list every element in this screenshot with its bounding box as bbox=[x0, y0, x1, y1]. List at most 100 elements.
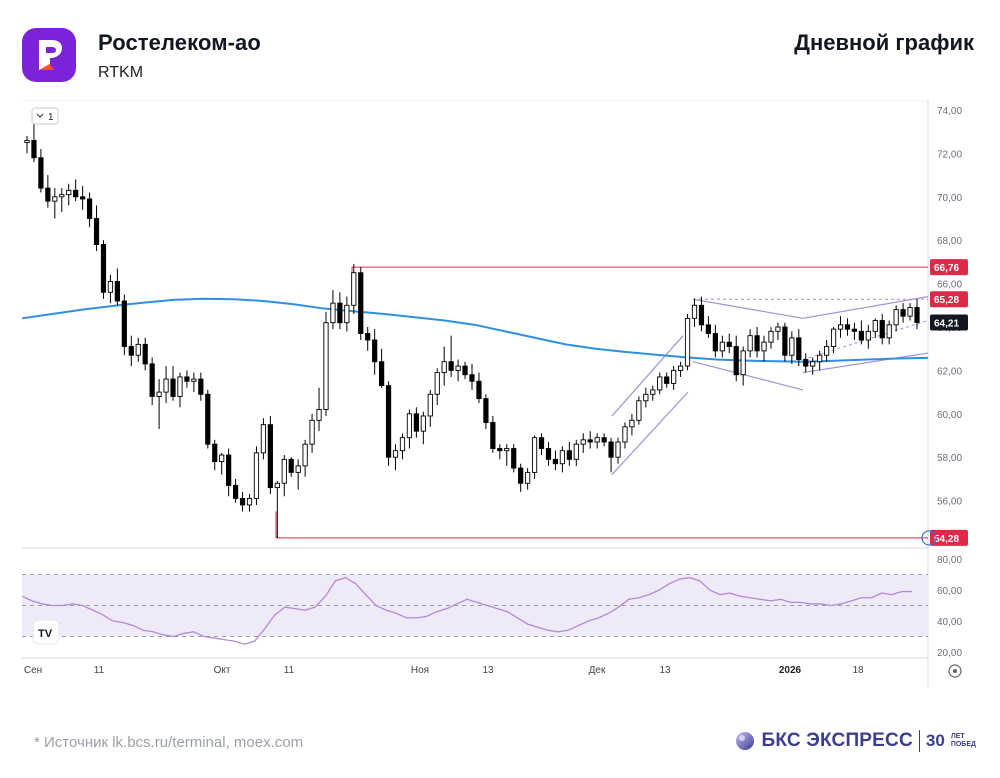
candle-body bbox=[886, 324, 892, 339]
candle-body bbox=[726, 341, 732, 347]
candle-body bbox=[476, 380, 482, 400]
brand-caption-2: ПОБЕД bbox=[950, 741, 976, 748]
candle-body bbox=[518, 467, 524, 484]
y-tick-label: 56,00 bbox=[937, 497, 962, 508]
candle-body bbox=[100, 244, 107, 293]
price-label-box bbox=[930, 314, 968, 331]
y-tick-label: 58,00 bbox=[937, 453, 962, 464]
candle-body bbox=[830, 328, 837, 347]
x-tick-label: Ноя bbox=[411, 665, 429, 676]
rsi-tick-label: 20,00 bbox=[937, 648, 962, 659]
candle-body bbox=[239, 497, 246, 506]
candle-body bbox=[80, 196, 86, 200]
candle-body bbox=[135, 343, 141, 356]
candle-body bbox=[219, 454, 225, 462]
candle-body bbox=[747, 335, 753, 352]
candle-body bbox=[455, 365, 461, 371]
candle-body bbox=[184, 376, 190, 382]
candle-body bbox=[504, 448, 510, 452]
x-tick-label: 2026 bbox=[779, 665, 802, 676]
candle-body bbox=[552, 458, 559, 465]
candle-body bbox=[86, 198, 93, 219]
candle-body bbox=[337, 302, 343, 324]
candle-body bbox=[114, 280, 120, 302]
candle-body bbox=[302, 443, 308, 467]
candle-body bbox=[893, 309, 899, 326]
candle-body bbox=[754, 335, 760, 352]
settings-gear-icon bbox=[948, 664, 962, 678]
candle-body bbox=[24, 139, 30, 144]
brand-divider bbox=[918, 730, 920, 752]
candle-body bbox=[93, 218, 100, 245]
candle-body bbox=[163, 378, 169, 393]
candle-body bbox=[684, 317, 691, 367]
candle-body bbox=[358, 272, 364, 334]
candle-body bbox=[413, 413, 419, 432]
candle-body bbox=[107, 280, 114, 293]
candle-body bbox=[608, 441, 614, 458]
y-tick-label: 72,00 bbox=[937, 149, 962, 160]
candle-body bbox=[907, 307, 913, 317]
chevron-down-icon bbox=[36, 113, 44, 118]
candle-body bbox=[212, 443, 218, 462]
candle-body bbox=[851, 328, 858, 332]
candle-body bbox=[198, 378, 204, 395]
candle-body bbox=[392, 450, 399, 458]
settings-gear-icon-center bbox=[953, 669, 957, 673]
candle-body bbox=[531, 437, 538, 473]
candle-body bbox=[448, 361, 454, 371]
candle-body bbox=[865, 330, 871, 341]
x-tick-label: 13 bbox=[482, 665, 494, 676]
flag-upper bbox=[692, 298, 804, 319]
candle-body bbox=[601, 437, 607, 443]
candle-body bbox=[149, 363, 155, 397]
x-tick-label: Окт bbox=[214, 665, 231, 676]
candle-body bbox=[379, 361, 385, 387]
candle-body bbox=[427, 393, 433, 417]
price-label-box bbox=[930, 529, 968, 546]
candle-body bbox=[406, 413, 413, 439]
candle-body bbox=[559, 450, 565, 465]
candle-body bbox=[705, 324, 712, 334]
candle-body bbox=[128, 346, 134, 356]
y-tick-label: 70,00 bbox=[937, 193, 962, 204]
x-tick-label: 18 bbox=[852, 665, 864, 676]
candle-body bbox=[38, 157, 44, 189]
candle-body bbox=[691, 304, 698, 319]
bcs-logo-icon bbox=[736, 732, 755, 750]
candle-body bbox=[365, 333, 371, 341]
candle-body bbox=[483, 398, 489, 423]
candle-body bbox=[281, 458, 287, 484]
candle-body bbox=[538, 437, 545, 449]
y-tick-label: 60,00 bbox=[937, 410, 962, 421]
candle-body bbox=[789, 337, 795, 356]
candle-body bbox=[664, 376, 670, 384]
candle-body bbox=[712, 333, 718, 352]
candle-body bbox=[434, 372, 440, 395]
candle-body bbox=[351, 272, 357, 306]
candle-body bbox=[121, 300, 127, 347]
candle-body bbox=[636, 400, 642, 421]
x-tick-label: Дек bbox=[589, 665, 606, 676]
candle-body bbox=[490, 422, 496, 449]
candle-body bbox=[462, 365, 468, 376]
candle-body bbox=[698, 304, 705, 326]
candle-body bbox=[657, 376, 663, 391]
price-label-box bbox=[930, 291, 968, 308]
candle-body bbox=[170, 378, 176, 397]
candle-body bbox=[330, 302, 336, 324]
candle-body bbox=[858, 330, 864, 341]
x-tick-label: 11 bbox=[284, 665, 295, 676]
candle-body bbox=[309, 419, 315, 445]
candle-body bbox=[316, 409, 322, 421]
candle-body bbox=[142, 343, 148, 365]
tradingview-icon: TV bbox=[38, 628, 53, 640]
price-label-text: 54,28 bbox=[934, 534, 959, 545]
candle-body bbox=[253, 452, 260, 499]
candle-body bbox=[52, 196, 58, 202]
candle-body bbox=[775, 326, 781, 332]
candle-body bbox=[810, 361, 816, 367]
candle-body bbox=[733, 346, 739, 376]
candle-body bbox=[246, 497, 253, 506]
price-chart[interactable]: 74,0072,0070,0068,0066,0064,0062,0060,00… bbox=[0, 100, 1000, 712]
